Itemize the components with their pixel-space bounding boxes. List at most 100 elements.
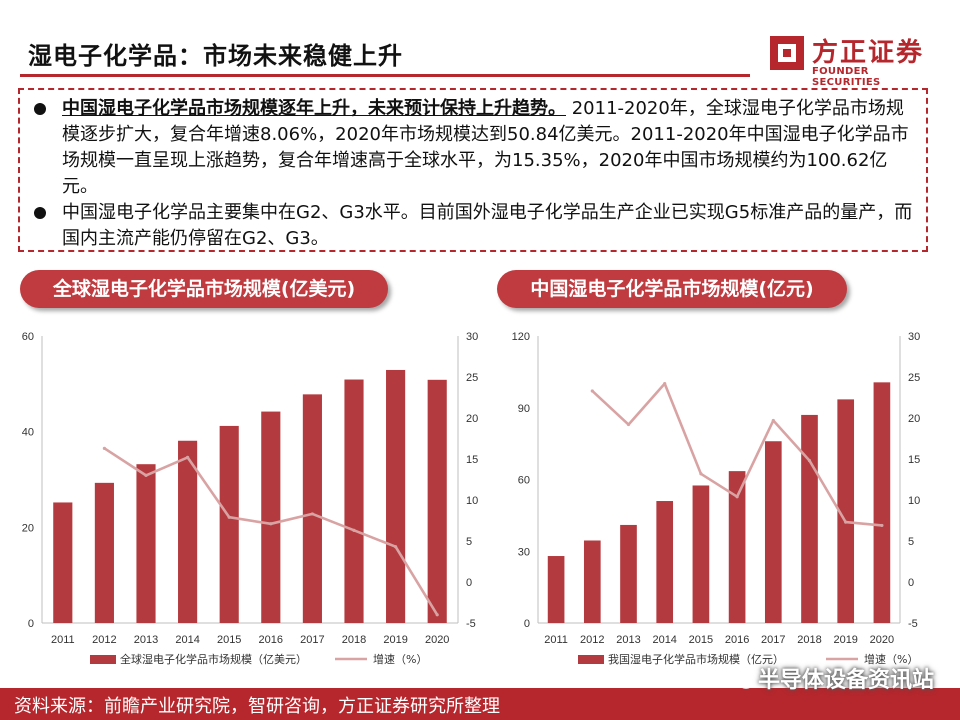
bar-2014 <box>178 440 198 623</box>
bar-2017 <box>764 441 782 623</box>
bar-2011 <box>53 502 73 623</box>
summary-bullet-2: 中国湿电子化学品主要集中在G2、G3水平。目前国外湿电子化学品生产企业已实现G5… <box>32 200 914 252</box>
x-tick-label: 2016 <box>259 634 283 646</box>
source-note: 资料来源：前瞻产业研究院，智研咨询，方正证券研究所整理 <box>14 696 500 717</box>
legend-line-label: 增速（%） <box>864 652 918 666</box>
x-tick-label: 2019 <box>383 634 407 646</box>
legend-line-label: 增速（%） <box>373 652 427 666</box>
china-market-chart: 0 30 60 90 120 -5 0 5 10 15 20 25 30 2011 2012 2013 2014… <box>512 331 921 666</box>
y-right-tick-label: 15 <box>908 454 920 466</box>
founder-logo-icon <box>770 36 804 70</box>
y-right-tick-label: 20 <box>908 413 920 425</box>
growth-point-2012 <box>102 446 106 450</box>
y-left-tick-label: 60 <box>22 331 34 343</box>
y-right-tick-label: 5 <box>908 536 914 548</box>
bar-2012 <box>94 482 114 623</box>
bar-2020 <box>427 379 447 623</box>
bar-2013 <box>620 524 637 623</box>
growth-point-2017 <box>771 418 775 423</box>
y-right-tick-label: -5 <box>466 618 476 630</box>
legend-bar-label: 我国湿电子化学品市场规模（亿元） <box>608 652 784 666</box>
growth-point-2012 <box>590 389 594 393</box>
y-right-tick-label: 25 <box>466 372 478 384</box>
y-right-tick-label: 20 <box>466 413 478 425</box>
growth-point-2014 <box>186 455 190 459</box>
growth-point-2015 <box>699 472 703 476</box>
growth-point-2015 <box>227 515 231 519</box>
x-tick-label: 2012 <box>92 634 116 646</box>
bullet-dot-icon <box>34 207 46 219</box>
growth-point-2013 <box>144 473 148 477</box>
brand-logo: 方正证券 FOUNDER SECURITIES <box>768 32 938 88</box>
x-tick-label: 2013 <box>616 634 640 646</box>
bar-2014 <box>656 501 674 623</box>
x-tick-label: 2020 <box>425 634 449 646</box>
china-chart-title: 中国湿电子化学品市场规模(亿元) <box>497 270 847 308</box>
x-tick-label: 2016 <box>725 634 749 646</box>
x-tick-label: 2018 <box>342 634 366 646</box>
x-tick-label: 2015 <box>689 634 713 646</box>
bar-2016 <box>261 411 281 623</box>
logo-text-cn: 方正证券 <box>812 38 925 68</box>
y-right-tick-label: 5 <box>466 536 472 548</box>
growth-point-2018 <box>807 459 812 463</box>
logo-text-en: FOUNDER SECURITIES <box>812 66 881 88</box>
growth-point-2013 <box>626 422 631 427</box>
x-tick-label: 2014 <box>652 634 676 646</box>
legend-bar-label: 全球湿电子化学品市场规模（亿美元） <box>120 652 307 666</box>
summary-bullet-1: 中国湿电子化学品市场规模逐年上升，未来预计保持上升趋势。 2011-2020年，… <box>32 96 914 200</box>
y-left-tick-label: 0 <box>524 618 530 630</box>
y-right-tick-label: 30 <box>908 331 920 343</box>
bar-2019 <box>837 399 855 623</box>
y-left-tick-label: 0 <box>28 618 34 630</box>
bullet-1-body: 2011-2020年，全球湿电子化学品市场规模逐步扩大，复合年增速8.06%，2… <box>62 98 909 197</box>
y-left-tick-label: 90 <box>518 403 530 415</box>
bar-2011 <box>547 556 565 623</box>
x-tick-label: 2019 <box>833 634 857 646</box>
bar-2020 <box>873 382 891 623</box>
x-tick-label: 2017 <box>761 634 785 646</box>
y-right-tick-label: 30 <box>466 331 478 343</box>
footer-bar: 资料来源：前瞻产业研究院，智研咨询，方正证券研究所整理 <box>0 688 960 720</box>
growth-point-2019 <box>394 545 398 549</box>
global-market-chart: 0 20 40 60 -5 0 5 10 15 20 25 30 2011 2012 2013 2014 201… <box>22 331 479 666</box>
title-underline <box>20 74 750 77</box>
bullet-dot-icon <box>34 103 46 115</box>
global-chart-title: 全球湿电子化学品市场规模(亿美元) <box>20 270 388 308</box>
legend-bar-swatch <box>90 655 116 664</box>
x-tick-label: 2014 <box>175 634 199 646</box>
watermark: 半导体设备资讯站 <box>730 662 934 694</box>
growth-point-2018 <box>352 528 356 532</box>
bar-2012 <box>583 540 601 623</box>
bar-2015 <box>692 485 710 623</box>
growth-point-2019 <box>844 520 848 524</box>
x-tick-label: 2011 <box>544 634 568 646</box>
x-tick-label: 2015 <box>217 634 241 646</box>
summary-box: 中国湿电子化学品市场规模逐年上升，未来预计保持上升趋势。 2011-2020年，… <box>18 88 928 252</box>
y-right-tick-label: 0 <box>466 577 472 589</box>
y-left-tick-label: 120 <box>512 331 530 343</box>
x-tick-label: 2017 <box>300 634 324 646</box>
growth-point-2016 <box>735 495 739 499</box>
y-right-tick-label: 25 <box>908 372 920 384</box>
bar-2019 <box>386 369 406 623</box>
y-left-tick-label: 60 <box>518 475 530 487</box>
y-right-tick-label: 0 <box>908 577 914 589</box>
bullet-2-body: 中国湿电子化学品主要集中在G2、G3水平。目前国外湿电子化学品生产企业已实现G5… <box>62 202 913 249</box>
y-left-tick-label: 30 <box>518 546 530 558</box>
bar-2017 <box>302 394 322 623</box>
growth-point-2014 <box>663 381 667 386</box>
growth-point-2016 <box>269 522 273 526</box>
x-tick-label: 2018 <box>797 634 821 646</box>
y-right-tick-label: 10 <box>466 495 478 507</box>
growth-point-2020 <box>880 523 884 528</box>
y-right-tick-label: 15 <box>466 454 478 466</box>
y-left-tick-label: 20 <box>22 522 34 534</box>
y-right-tick-label: -5 <box>908 618 918 630</box>
growth-point-2020 <box>435 613 439 617</box>
page-title: 湿电子化学品：市场未来稳健上升 <box>28 42 403 70</box>
watermark-text: 半导体设备资讯站 <box>757 668 934 693</box>
y-right-tick-label: 10 <box>908 495 920 507</box>
growth-point-2017 <box>310 512 314 516</box>
x-tick-label: 2011 <box>51 634 75 646</box>
